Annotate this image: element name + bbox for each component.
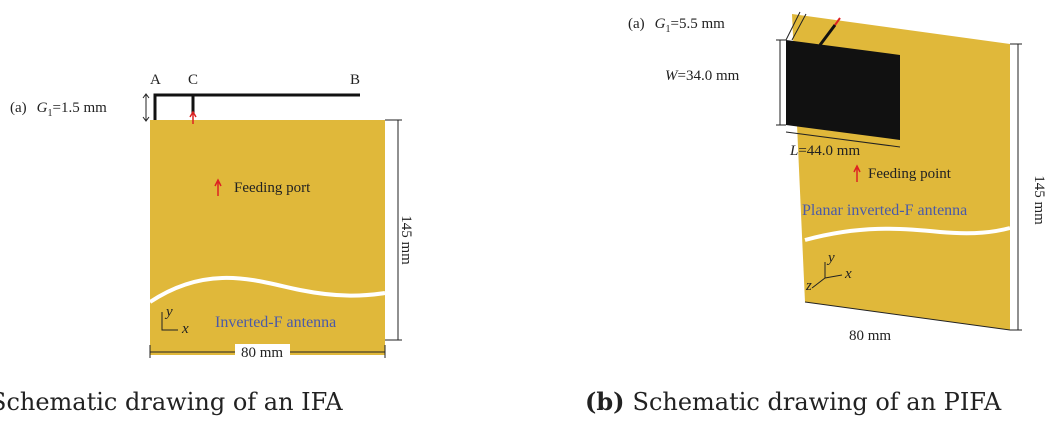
w-rest: =34.0 mm — [678, 68, 740, 84]
width-label: 80 mm — [241, 345, 283, 361]
point-label: B — [350, 72, 360, 88]
axis-label: x — [844, 266, 852, 282]
figure: (a)G1=1.5 mm A C B Feeding port 145 mm 8… — [0, 0, 1045, 421]
point-label: C — [188, 72, 198, 88]
w-dimension — [776, 40, 786, 125]
feed-label: Feeding point — [868, 166, 952, 182]
label-prefix: (a) — [10, 100, 27, 116]
gap-dimension — [143, 94, 149, 121]
label: (a)G1=1.5 mm — [10, 100, 107, 119]
l-label: L=44.0 mm — [789, 143, 860, 159]
label-rest: =5.5 mm — [671, 16, 726, 32]
patch — [786, 40, 900, 140]
axis-label: y — [164, 304, 173, 320]
point-label: A — [150, 72, 161, 88]
height-dimension — [1010, 44, 1022, 330]
axis-label: y — [826, 250, 835, 266]
label-prefix: (a) — [628, 16, 645, 32]
antenna-name: Inverted-F antenna — [215, 314, 336, 331]
label-var: G — [37, 100, 48, 116]
width-label: 80 mm — [849, 328, 891, 344]
w-label: W=34.0 mm — [665, 68, 740, 84]
page: (a)G1=1.5 mm A C B Feeding port 145 mm 8… — [0, 0, 1045, 421]
l-rest: =44.0 mm — [798, 143, 860, 159]
label: (a)G1=5.5 mm — [628, 16, 725, 35]
axis-label: z — [805, 278, 812, 294]
height-label: 145 mm — [398, 215, 414, 265]
l-var: L — [789, 143, 798, 159]
axis-label: x — [181, 321, 189, 337]
label-var: G — [655, 16, 666, 32]
antenna-name: Planar inverted-F antenna — [802, 202, 967, 219]
height-label: 145 mm — [1031, 175, 1045, 225]
label-rest: =1.5 mm — [53, 100, 108, 116]
ifa-arm — [155, 95, 360, 120]
feed-label: Feeding port — [234, 180, 311, 196]
caption: (b) Schematic drawing of an PIFA — [585, 387, 1002, 416]
caption-tag: (b) — [585, 387, 625, 416]
caption: Schematic drawing of an IFA — [0, 388, 343, 416]
caption-text: Schematic drawing of an PIFA — [633, 388, 1002, 416]
